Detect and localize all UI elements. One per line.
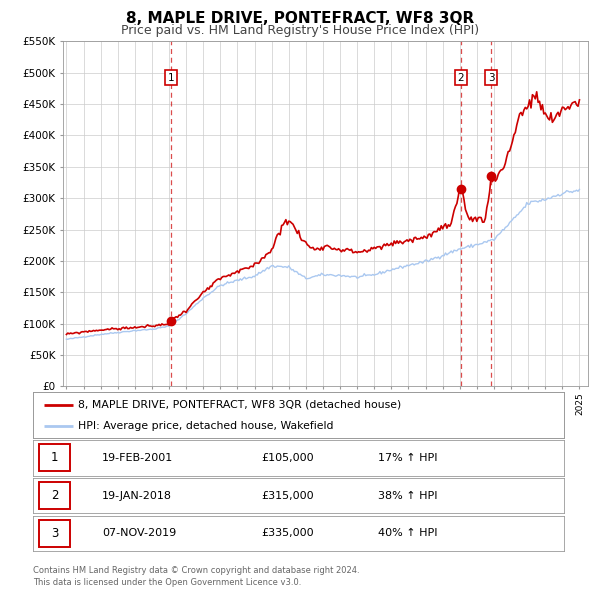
Text: 1: 1 <box>51 451 59 464</box>
Text: £335,000: £335,000 <box>262 529 314 538</box>
Text: 3: 3 <box>488 73 494 83</box>
Text: 38% ↑ HPI: 38% ↑ HPI <box>378 491 437 500</box>
Text: 19-JAN-2018: 19-JAN-2018 <box>102 491 172 500</box>
Text: 1: 1 <box>168 73 175 83</box>
Text: 3: 3 <box>51 527 58 540</box>
FancyBboxPatch shape <box>40 482 70 509</box>
Text: £315,000: £315,000 <box>262 491 314 500</box>
FancyBboxPatch shape <box>40 444 70 471</box>
Text: 19-FEB-2001: 19-FEB-2001 <box>102 453 173 463</box>
Text: Price paid vs. HM Land Registry's House Price Index (HPI): Price paid vs. HM Land Registry's House … <box>121 24 479 37</box>
Text: 07-NOV-2019: 07-NOV-2019 <box>102 529 176 538</box>
Text: 8, MAPLE DRIVE, PONTEFRACT, WF8 3QR (detached house): 8, MAPLE DRIVE, PONTEFRACT, WF8 3QR (det… <box>78 399 401 409</box>
FancyBboxPatch shape <box>40 520 70 547</box>
Text: 2: 2 <box>457 73 464 83</box>
Text: 8, MAPLE DRIVE, PONTEFRACT, WF8 3QR: 8, MAPLE DRIVE, PONTEFRACT, WF8 3QR <box>126 11 474 25</box>
Text: HPI: Average price, detached house, Wakefield: HPI: Average price, detached house, Wake… <box>78 421 334 431</box>
Text: 2: 2 <box>51 489 59 502</box>
Text: Contains HM Land Registry data © Crown copyright and database right 2024.
This d: Contains HM Land Registry data © Crown c… <box>33 566 359 587</box>
Text: £105,000: £105,000 <box>262 453 314 463</box>
Text: 40% ↑ HPI: 40% ↑ HPI <box>378 529 437 538</box>
Text: 17% ↑ HPI: 17% ↑ HPI <box>378 453 437 463</box>
